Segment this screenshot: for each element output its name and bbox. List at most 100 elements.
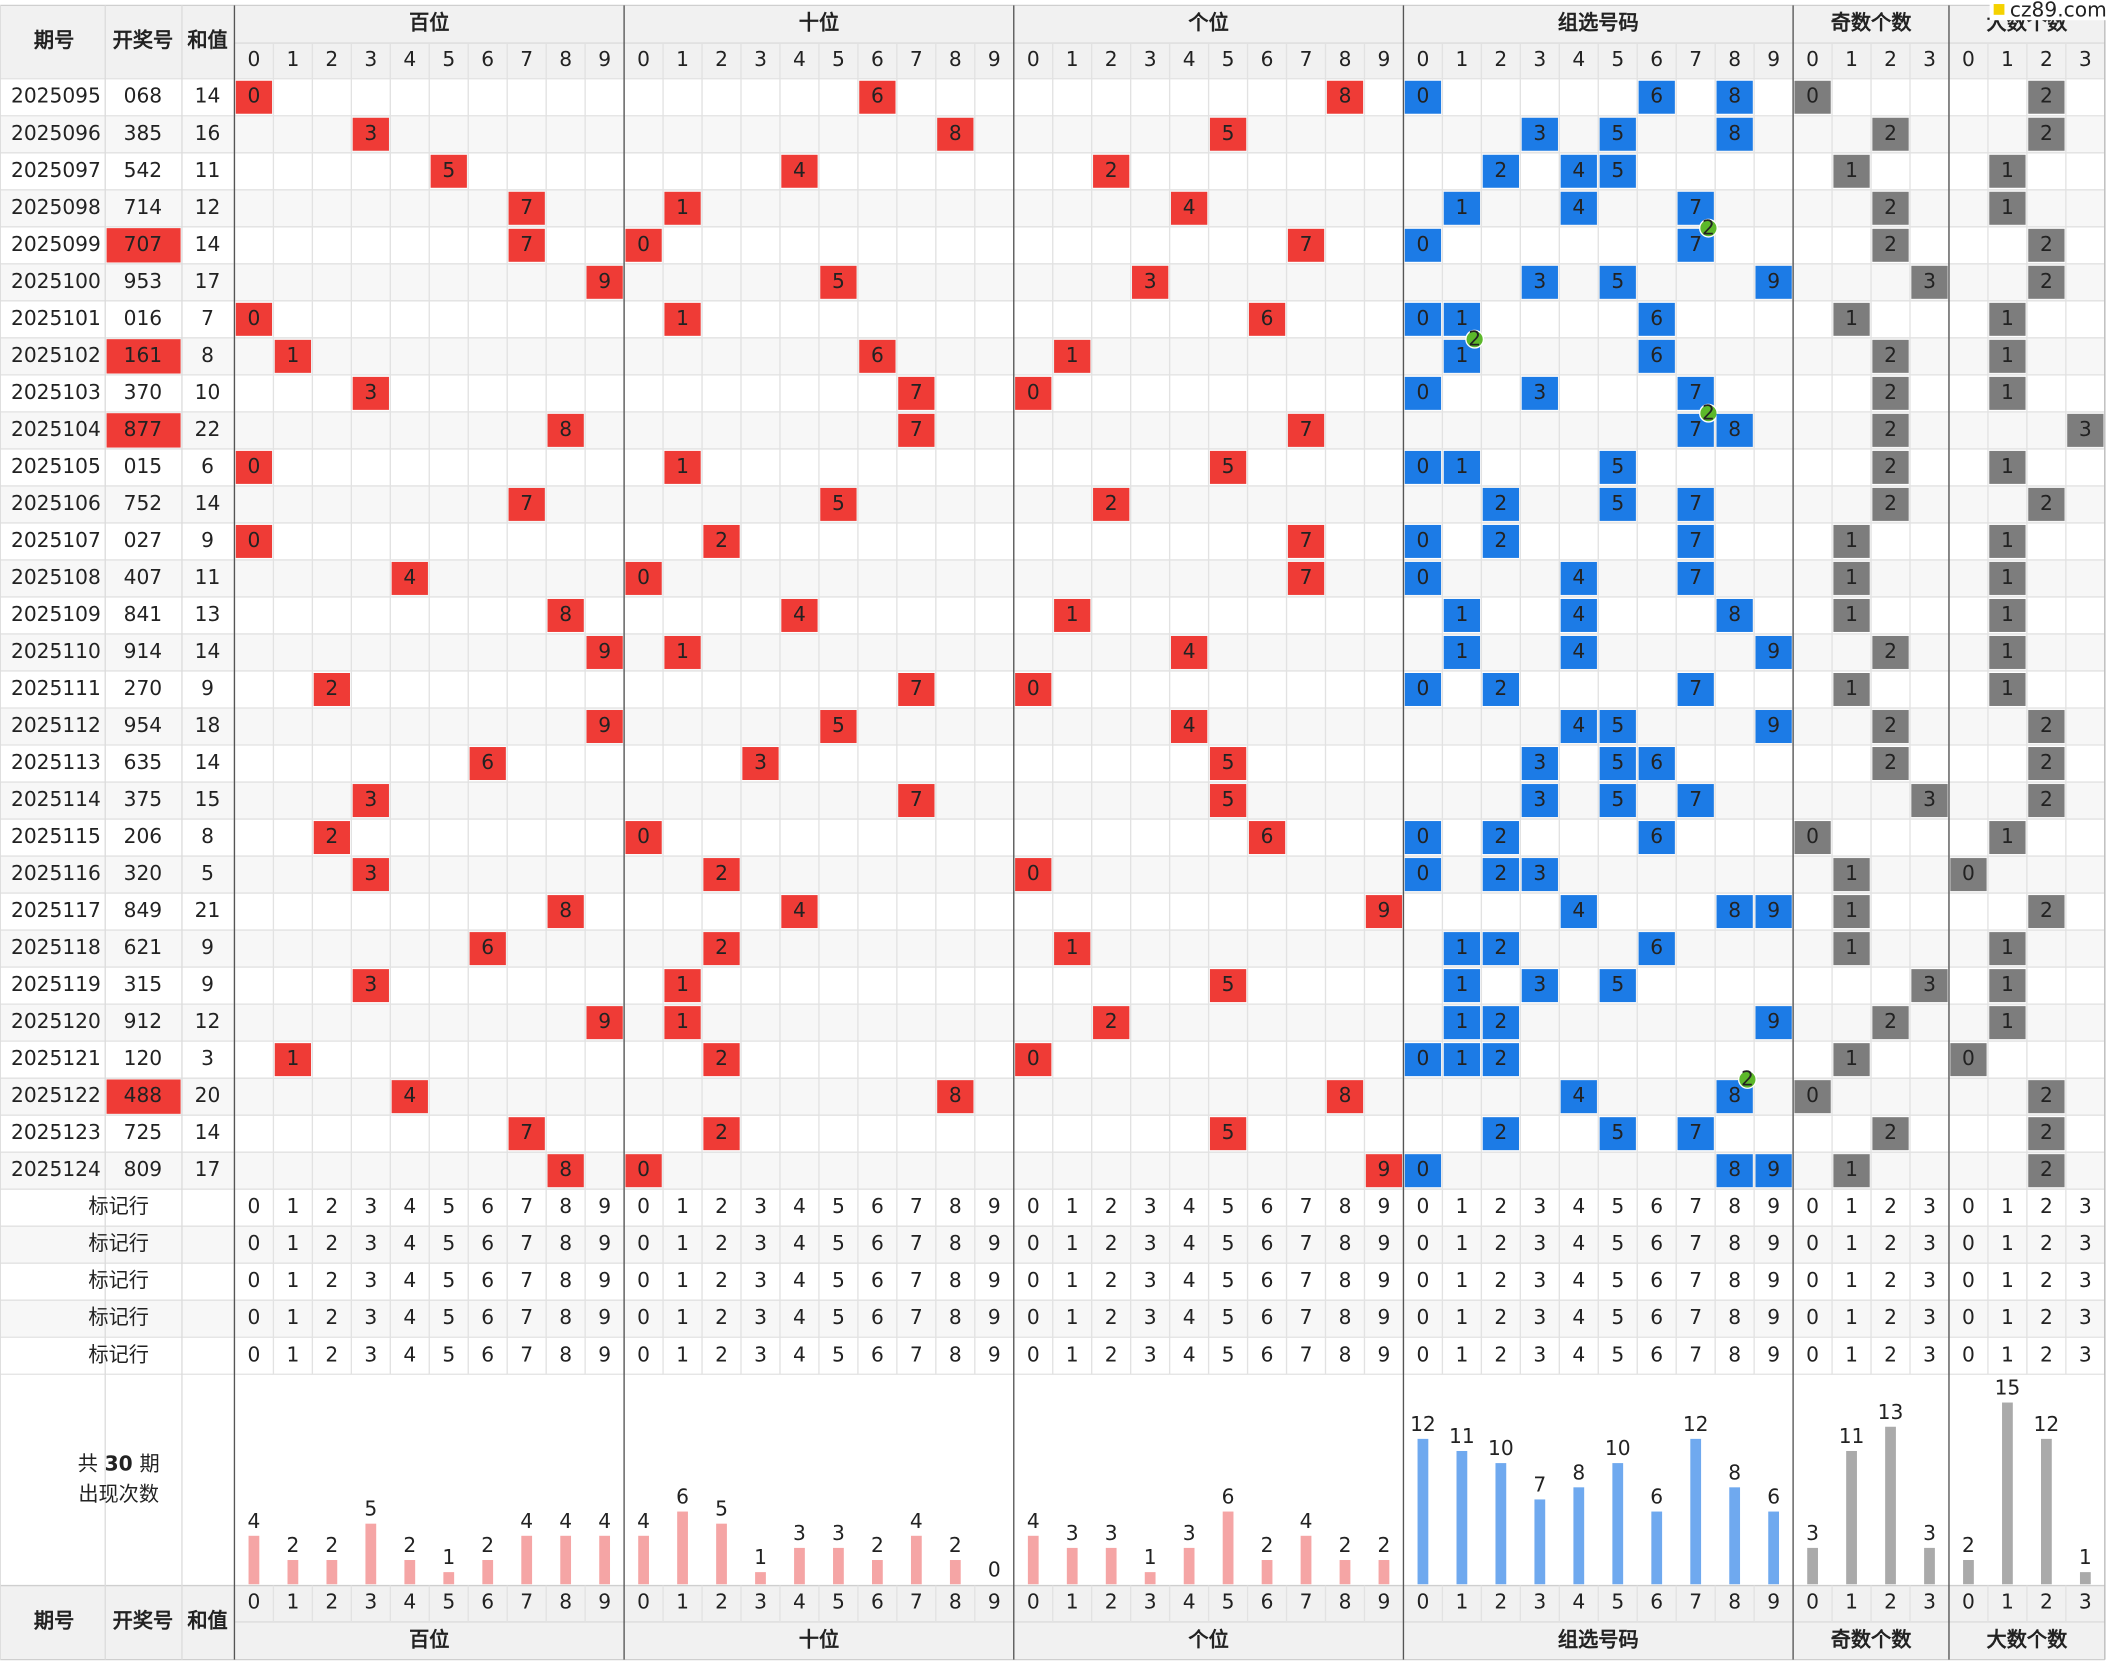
hit-cell [1404, 672, 1442, 706]
count-label: 12 [1410, 1412, 1436, 1436]
hit-digit: 1 [1066, 602, 1079, 626]
marker-digit: 3 [1923, 1231, 1936, 1255]
hit-cell [1872, 710, 1909, 743]
hit-cell [1093, 154, 1130, 188]
hit-digit: 1 [2001, 380, 2014, 404]
draw-number: 370 [124, 380, 163, 404]
count-bar [482, 1560, 494, 1585]
marker-digit: 3 [364, 1231, 377, 1255]
period: 2025122 [11, 1083, 101, 1107]
hit-digit: 1 [676, 639, 689, 663]
hit-digit: 0 [1417, 861, 1430, 885]
hit-cell [1989, 376, 2026, 410]
hit-cell [1989, 598, 2026, 632]
period: 2025099 [11, 232, 101, 256]
marker-digit: 1 [1845, 1194, 1858, 1218]
hit-digit: 9 [1767, 269, 1780, 293]
column-digit: 0 [1417, 47, 1430, 71]
hit-digit: 9 [1378, 898, 1391, 922]
period: 2025100 [11, 269, 101, 293]
hit-cell [1209, 747, 1247, 781]
hit-digit: 2 [1494, 935, 1507, 959]
hit-cell [1950, 858, 1987, 892]
sum: 10 [195, 380, 221, 404]
hit-cell [1599, 154, 1636, 188]
hit-digit: 1 [1845, 306, 1858, 330]
hit-digit: 6 [1650, 750, 1663, 774]
column-digit: 8 [1728, 47, 1741, 71]
hit-cell [2028, 1117, 2065, 1151]
marker-digit: 0 [1806, 1342, 1819, 1366]
hit-cell [1599, 784, 1636, 818]
hit-digit: 0 [1962, 1046, 1975, 1070]
marker-digit: 9 [1767, 1194, 1780, 1218]
marker-digit: 6 [1650, 1342, 1663, 1366]
count-bar [1105, 1547, 1117, 1585]
hit-cell [1209, 450, 1247, 484]
column-digit: 2 [325, 1590, 338, 1614]
hit-digit: 2 [2040, 121, 2053, 145]
column-digit: 0 [1806, 47, 1819, 71]
hit-cell [1989, 524, 2026, 558]
marker-digit: 9 [1378, 1268, 1391, 1292]
hit-digit: 8 [559, 417, 572, 441]
hit-digit: 0 [248, 454, 261, 478]
marker-digit: 2 [715, 1305, 728, 1329]
draw-number: 953 [124, 269, 163, 293]
marker-digit: 2 [715, 1268, 728, 1292]
marker-digit: 1 [676, 1194, 689, 1218]
hit-digit: 0 [1027, 380, 1040, 404]
hit-cell [664, 302, 701, 336]
repeat-badge [1465, 329, 1485, 349]
column-digit: 6 [1650, 1590, 1663, 1614]
column-digit: 1 [1066, 47, 1079, 71]
column-digit: 9 [988, 1590, 1001, 1614]
period: 2025098 [11, 195, 101, 219]
hit-digit: 1 [1455, 602, 1468, 626]
column-digit: 7 [1689, 47, 1702, 71]
hit-digit: 7 [910, 676, 923, 700]
count-label: 10 [1605, 1436, 1631, 1460]
period: 2025106 [11, 491, 101, 515]
hit-digit: 7 [520, 195, 533, 219]
column-digit: 2 [715, 1590, 728, 1614]
column-digit: 5 [1611, 1590, 1624, 1614]
hit-digit: 5 [832, 491, 845, 515]
hit-digit: 7 [1689, 491, 1702, 515]
hit-digit: 7 [1689, 787, 1702, 811]
count-label: 6 [1767, 1485, 1780, 1509]
marker-digit: 8 [559, 1194, 572, 1218]
marker-digit: 2 [1884, 1231, 1897, 1255]
hit-cell [1287, 561, 1325, 595]
column-digit: 2 [1105, 47, 1118, 71]
hit-digit: 1 [1845, 935, 1858, 959]
hit-cell [1716, 80, 1753, 114]
marker-digit: 1 [1066, 1342, 1079, 1366]
marker-digit: 2 [2040, 1305, 2053, 1329]
hit-digit: 1 [1066, 343, 1079, 367]
count-label: 4 [559, 1509, 572, 1533]
group-title: 组选号码 [1558, 1627, 1639, 1651]
marker-digit: 3 [1923, 1194, 1936, 1218]
count-label: 2 [871, 1533, 884, 1557]
marker-digit: 0 [1806, 1194, 1819, 1218]
hit-cell [1911, 969, 1948, 1003]
hit-cell [1872, 413, 1909, 447]
marker-digit: 6 [1650, 1305, 1663, 1329]
hit-cell [1560, 635, 1597, 669]
hit-cell [1599, 487, 1636, 521]
hit-digit: 5 [1222, 121, 1235, 145]
hit-digit: 3 [1533, 750, 1546, 774]
hit-digit: 8 [1728, 1083, 1741, 1107]
marker-digit: 8 [949, 1342, 962, 1366]
hit-cell [1911, 265, 1948, 299]
column-digit: 7 [1300, 47, 1313, 71]
hit-cell [2028, 1080, 2065, 1114]
hit-digit: 3 [1923, 972, 1936, 996]
marker-label: 标记行 [88, 1231, 149, 1255]
marker-digit: 6 [481, 1194, 494, 1218]
marker-digit: 2 [1105, 1231, 1118, 1255]
hit-cell [664, 969, 701, 1003]
column-digit: 9 [598, 47, 611, 71]
marker-digit: 3 [2079, 1231, 2092, 1255]
